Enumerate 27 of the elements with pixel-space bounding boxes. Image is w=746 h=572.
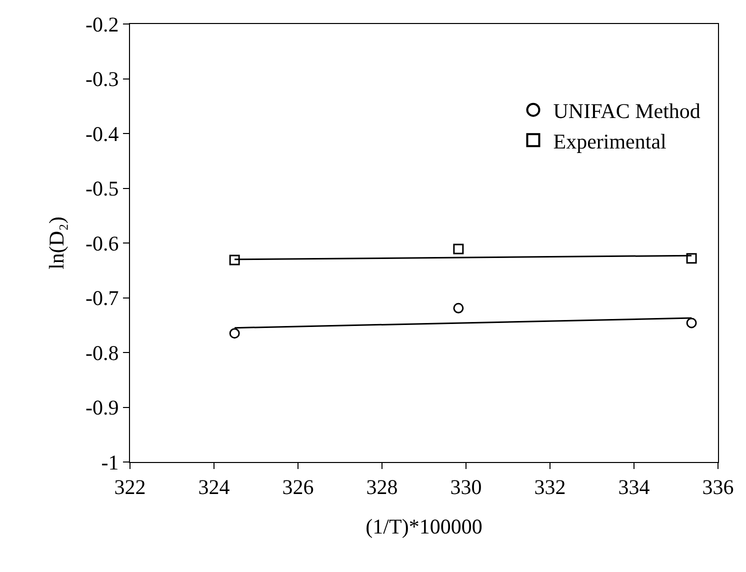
y-tick-label: -1 xyxy=(101,450,119,474)
point xyxy=(229,254,240,266)
x-tick-label: 326 xyxy=(282,475,314,500)
x-tick-label: 332 xyxy=(534,475,566,500)
y-tick-label: -0.5 xyxy=(86,176,119,201)
x-tick-label: 328 xyxy=(366,475,398,500)
x-tick-label: 336 xyxy=(702,475,734,500)
point xyxy=(453,302,464,314)
point xyxy=(686,253,697,264)
point xyxy=(453,244,464,254)
x-axis-title: (1/T)*100000 xyxy=(366,514,482,538)
y-tick-label: -0.3 xyxy=(86,67,119,92)
x-tick-label: 324 xyxy=(198,475,230,500)
x-tick-label: 322 xyxy=(114,475,146,500)
y-tick-label: -0.6 xyxy=(86,231,119,256)
legend-label: UNIFAC Method xyxy=(553,99,701,124)
y-tick-label: -0.4 xyxy=(86,122,120,146)
y-tick-label: -0.8 xyxy=(86,340,119,365)
y-tick-label: -0.9 xyxy=(86,396,119,420)
x-tick-label: 334 xyxy=(618,475,650,500)
point xyxy=(686,318,697,328)
y-tick-label: -0.2 xyxy=(86,12,119,36)
point xyxy=(229,328,240,339)
x-tick-label: 330 xyxy=(450,475,482,500)
y-tick-label: -0.7 xyxy=(86,286,119,310)
legend-label: Experimental xyxy=(553,129,667,154)
y-axis-title: ln(D₂) xyxy=(44,216,69,270)
